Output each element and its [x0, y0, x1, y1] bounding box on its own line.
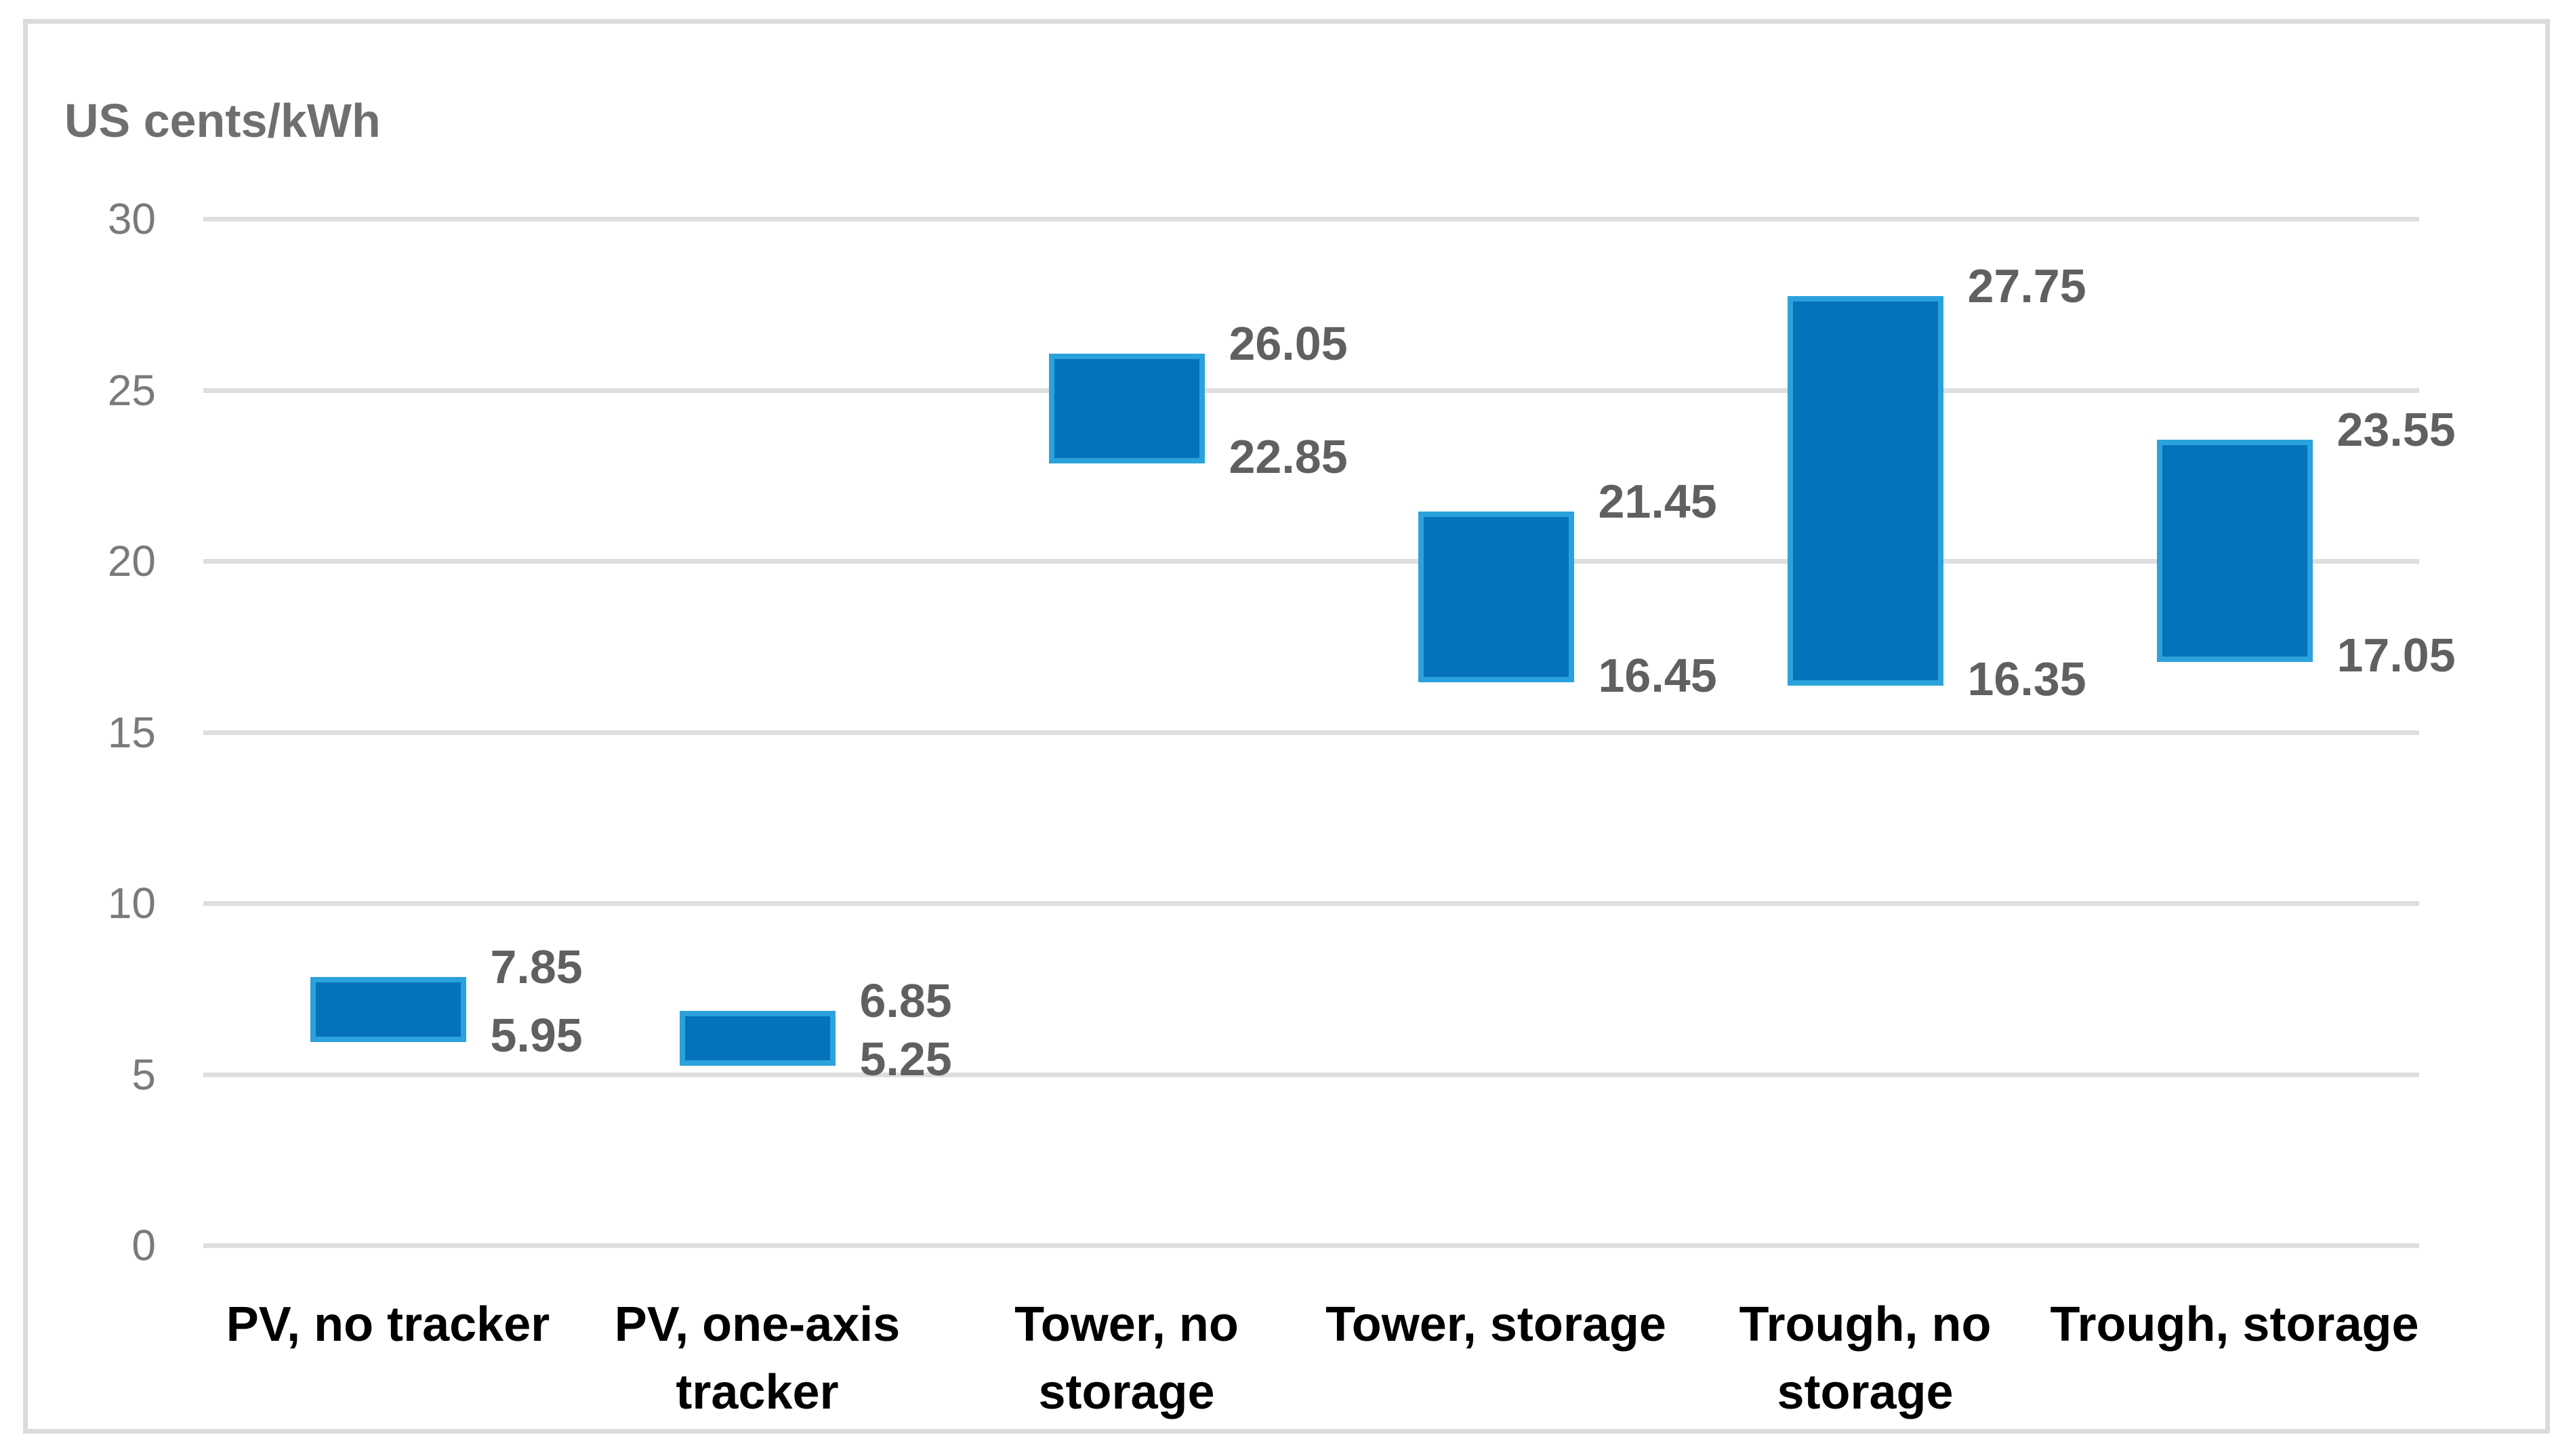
min-value-label-2: 22.85 — [1229, 430, 1348, 484]
range-bar-1 — [679, 1011, 836, 1066]
y-tick-label-0: 0 — [131, 1221, 156, 1270]
max-value-label-4: 27.75 — [1967, 259, 2086, 312]
gridline-15 — [203, 730, 2419, 735]
max-value-label-2: 26.05 — [1229, 317, 1348, 371]
category-label-2: Tower, no storage — [1014, 1297, 1239, 1419]
category-label-5: Trough, storage — [2050, 1297, 2419, 1352]
gridline-5 — [203, 1072, 2419, 1077]
min-value-label-5: 17.05 — [2336, 628, 2456, 682]
gridline-20 — [203, 559, 2419, 564]
y-tick-label-10: 10 — [107, 879, 156, 928]
max-value-label-0: 7.85 — [490, 940, 583, 993]
chart-frame-border — [23, 19, 2550, 1434]
y-axis-title: US cents/kWh — [64, 94, 381, 147]
min-value-label-1: 5.25 — [859, 1032, 952, 1085]
category-label-3: Tower, storage — [1325, 1297, 1666, 1352]
category-label-1: PV, one-axis tracker — [614, 1297, 901, 1419]
range-bar-5 — [2156, 439, 2313, 662]
min-value-label-0: 5.95 — [490, 1008, 583, 1062]
gridline-30 — [203, 217, 2419, 222]
min-value-label-4: 16.35 — [1967, 652, 2086, 706]
y-tick-label-25: 25 — [107, 365, 156, 415]
range-bar-3 — [1418, 511, 1574, 683]
max-value-label-5: 23.55 — [2336, 402, 2456, 456]
y-tick-label-20: 20 — [107, 537, 156, 585]
y-tick-label-15: 15 — [107, 707, 156, 757]
range-bar-0 — [310, 976, 466, 1042]
gridline-10 — [203, 901, 2419, 906]
max-value-label-1: 6.85 — [859, 974, 952, 1028]
range-bar-4 — [1787, 295, 1943, 686]
y-tick-label-5: 5 — [131, 1049, 156, 1099]
min-value-label-3: 16.45 — [1598, 649, 1717, 703]
y-tick-label-30: 30 — [107, 194, 156, 243]
max-value-label-3: 21.45 — [1598, 474, 1717, 528]
category-label-0: PV, no tracker — [226, 1297, 550, 1352]
category-label-4: Trough, no storage — [1739, 1297, 1992, 1419]
gridline-0 — [203, 1243, 2419, 1248]
gridline-25 — [203, 388, 2419, 393]
range-bar-2 — [1048, 354, 1205, 464]
